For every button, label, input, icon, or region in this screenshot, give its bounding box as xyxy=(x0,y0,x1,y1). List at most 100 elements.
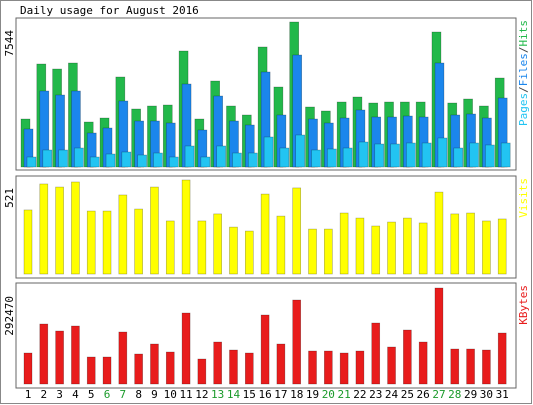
bar xyxy=(295,134,306,168)
x-tick-label: 26 xyxy=(417,388,430,401)
x-tick-label: 5 xyxy=(88,388,95,401)
x-tick-label: 24 xyxy=(385,388,399,401)
bar xyxy=(339,352,349,385)
x-tick-label: 6 xyxy=(104,388,111,401)
bar xyxy=(137,154,147,168)
bar xyxy=(184,145,195,168)
bar xyxy=(229,349,238,385)
bar xyxy=(276,215,286,275)
bar xyxy=(232,152,242,168)
bar xyxy=(216,145,226,168)
x-tick-label: 30 xyxy=(480,388,493,401)
x-tick-label: 25 xyxy=(401,388,414,401)
bar xyxy=(482,349,491,385)
bar xyxy=(355,350,365,385)
bar xyxy=(418,222,428,275)
x-tick-label: 4 xyxy=(72,388,79,401)
bar xyxy=(339,212,349,275)
bar xyxy=(421,142,432,168)
bar xyxy=(406,142,416,168)
x-tick-label: 13 xyxy=(211,388,224,401)
bar xyxy=(181,179,191,275)
legend-entry: Pages xyxy=(517,93,530,126)
x-tick-label: 14 xyxy=(227,388,241,401)
legend: Pages/Files/Hits xyxy=(517,20,530,126)
bar xyxy=(150,186,159,275)
bar xyxy=(371,225,381,275)
x-tick-label: 29 xyxy=(464,388,477,401)
bar xyxy=(292,187,302,275)
bar xyxy=(39,183,49,275)
bar xyxy=(403,217,412,275)
x-tick-label: 12 xyxy=(195,388,208,401)
x-tick-label: 3 xyxy=(56,388,63,401)
bar xyxy=(434,191,444,275)
bar xyxy=(26,156,37,168)
x-tick-label: 23 xyxy=(369,388,382,401)
legend-separator: / xyxy=(517,86,530,93)
bar xyxy=(374,143,385,168)
bar xyxy=(342,147,353,168)
x-tick-label: 7 xyxy=(120,388,127,401)
bar xyxy=(197,220,207,275)
bar xyxy=(89,156,100,168)
bar xyxy=(244,352,254,385)
bar xyxy=(437,137,448,168)
bar xyxy=(102,356,112,385)
bar xyxy=(86,210,96,275)
bar xyxy=(355,217,365,275)
bar xyxy=(324,350,333,385)
bar xyxy=(403,329,412,385)
bar xyxy=(153,152,163,168)
bar xyxy=(497,332,507,385)
x-tick-label: 11 xyxy=(179,388,192,401)
legend-separator: / xyxy=(517,47,530,54)
bar xyxy=(327,148,337,168)
bar xyxy=(168,156,179,168)
x-tick-label: 10 xyxy=(164,388,177,401)
x-tick-label: 31 xyxy=(496,388,509,401)
x-tick-label: 17 xyxy=(274,388,287,401)
bar xyxy=(279,147,290,168)
y-tick-label: 7544 xyxy=(3,30,16,57)
bar xyxy=(485,144,495,168)
legend-entry: KBytes xyxy=(517,285,530,325)
bar xyxy=(311,149,321,168)
bar xyxy=(229,226,238,275)
x-tick-label: 18 xyxy=(290,388,303,401)
x-tick-label: 21 xyxy=(338,388,351,401)
bar xyxy=(118,194,128,275)
bar xyxy=(500,142,511,168)
bar xyxy=(466,212,475,275)
x-tick-label: 20 xyxy=(322,388,335,401)
bar xyxy=(292,299,302,385)
legend: KBytes xyxy=(517,285,530,325)
bar xyxy=(150,343,159,385)
legend-entry: Visits xyxy=(517,178,530,218)
bar xyxy=(247,152,258,168)
x-tick-label: 1 xyxy=(25,388,32,401)
bar xyxy=(42,149,53,168)
bar xyxy=(200,156,211,168)
bar xyxy=(497,218,507,275)
bar xyxy=(102,210,112,275)
bar xyxy=(181,312,191,385)
bar xyxy=(434,287,444,385)
bar xyxy=(118,331,128,385)
bar xyxy=(450,348,460,385)
bar xyxy=(260,314,270,385)
bar xyxy=(387,346,396,385)
bar xyxy=(121,151,132,168)
bar xyxy=(86,356,96,385)
bar xyxy=(244,230,254,275)
bar xyxy=(58,149,68,168)
x-tick-label: 27 xyxy=(432,388,445,401)
x-tick-label: 9 xyxy=(151,388,158,401)
bar xyxy=(263,136,274,168)
bar xyxy=(71,325,80,385)
legend-entry: Files xyxy=(517,53,530,86)
bar xyxy=(371,322,381,385)
bar xyxy=(260,193,270,275)
bar xyxy=(71,181,80,275)
